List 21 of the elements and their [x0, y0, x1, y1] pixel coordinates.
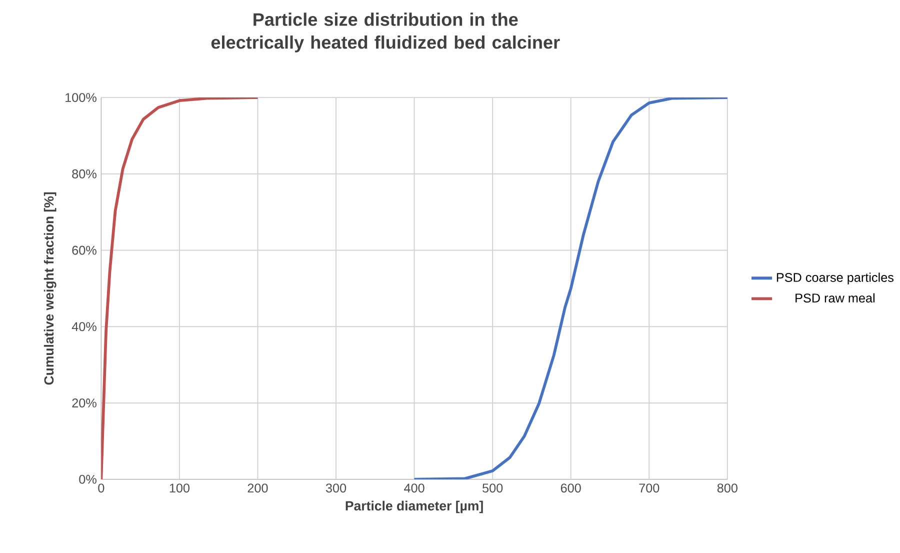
legend-label: PSD coarse particles	[776, 272, 894, 285]
y-tick-label: 40%	[72, 322, 96, 332]
x-tick-label: 100	[170, 484, 190, 493]
x-tick-label: 700	[639, 484, 660, 493]
x-tick-label: 0	[98, 484, 104, 493]
chart-title: Particle size distribution in the electrically heated fluidized bed calciner	[211, 12, 560, 52]
y-tick-label: 80%	[72, 170, 96, 178]
line-series	[412, 98, 728, 480]
y-axis-title: Cumulative weight fraction [%]	[44, 192, 56, 385]
x-tick-label: 600	[560, 484, 581, 493]
x-axis-title: Particle diameter [µm]	[346, 500, 483, 514]
y-tick-label: 60%	[72, 246, 96, 255]
x-tick-label: 800	[717, 484, 738, 493]
x-tick-label: 500	[482, 484, 503, 493]
x-tick-label: 200	[248, 484, 268, 493]
legend-label: PSD raw meal	[796, 293, 874, 303]
y-tick-label: 0%	[79, 474, 96, 484]
x-tick-label: 400	[404, 484, 424, 493]
y-tick-label: 100%	[66, 93, 96, 102]
y-tick-label: 20%	[72, 398, 96, 408]
x-tick-label: 300	[326, 484, 346, 493]
